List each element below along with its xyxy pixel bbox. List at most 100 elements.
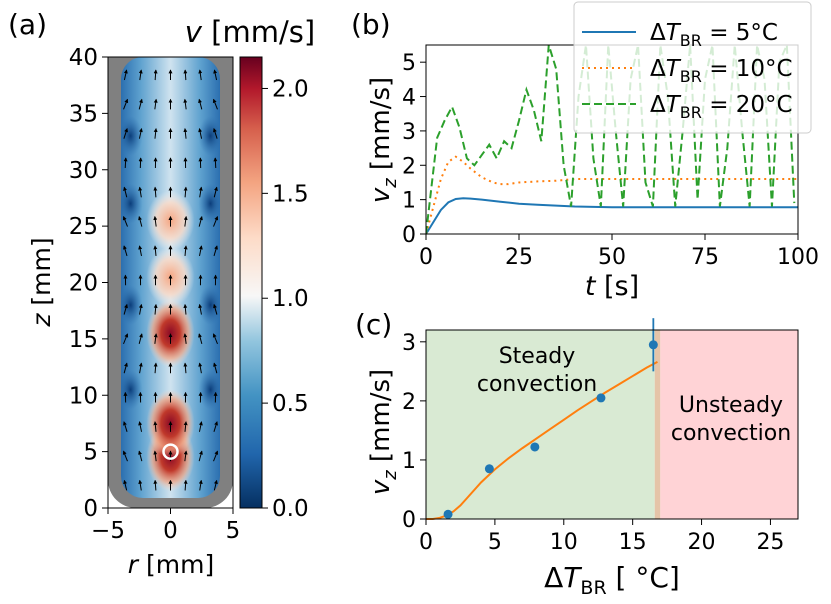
heatmap-y-label: z [mm] — [27, 237, 56, 327]
velocity-arrow — [138, 128, 143, 139]
velocity-arrow — [183, 186, 188, 198]
velocity-arrow — [198, 215, 203, 227]
velocity-arrow — [123, 157, 128, 169]
y-tick-label: 1 — [402, 189, 416, 214]
panel-b-label: (b) — [351, 8, 391, 41]
series-line-2 — [426, 155, 798, 234]
region-steady — [426, 330, 655, 519]
velocity-arrow — [213, 450, 219, 462]
velocity-arrow — [183, 479, 188, 491]
colorbar-tick-label: 2.0 — [272, 76, 309, 102]
regime-boundary — [654, 330, 661, 519]
velocity-arrow — [138, 362, 143, 374]
heatmap — [108, 57, 233, 508]
data-point — [530, 442, 540, 452]
velocity-arrow — [198, 450, 203, 462]
velocity-arrow — [123, 362, 128, 374]
y-tick-label: 1 — [402, 449, 416, 474]
velocity-arrow — [138, 333, 143, 345]
velocity-arrow — [123, 421, 128, 432]
vortex-core — [198, 285, 220, 326]
vortex-core — [198, 183, 220, 224]
colorbar-tick-label: 1.0 — [272, 286, 309, 312]
y-tick-label: 5 — [402, 51, 416, 76]
velocity-arrow — [213, 245, 218, 257]
x-tick-label: 20 — [688, 530, 716, 555]
velocity-arrow — [153, 215, 158, 227]
velocity-arrow — [183, 333, 188, 344]
y-tick-label: 0 — [83, 496, 98, 522]
velocity-arrow — [138, 98, 143, 110]
velocity-arrow — [138, 479, 143, 491]
velocity-arrow — [123, 245, 128, 257]
velocity-arrow — [153, 245, 158, 256]
timeseries-y-axis: 0 1 2 3 4 5 — [402, 51, 426, 248]
velocity-arrow — [138, 450, 143, 462]
legend-entry: ΔTBR = 10°C — [650, 56, 793, 86]
vortex-core — [121, 285, 143, 326]
velocity-arrow — [123, 333, 129, 345]
velocity-arrow — [198, 98, 203, 110]
series-line-1 — [426, 197, 798, 234]
x-tick-label: 5 — [226, 518, 241, 544]
regime-labels: Steady convection Unsteady convection — [477, 344, 791, 446]
velocity-arrow — [153, 479, 158, 491]
velocity-arrow — [213, 303, 218, 315]
velocity-arrow — [213, 421, 218, 432]
region-label: convection — [671, 421, 791, 446]
velocity-arrow — [198, 128, 203, 139]
data-point — [484, 464, 494, 474]
x-tick-label: 0 — [163, 518, 178, 544]
velocity-arrow — [183, 421, 188, 432]
panel-b: (b) 0 1 2 3 4 5 0 25 50 75 100 vz [mm/s] t [s] ΔT… — [351, 1, 819, 302]
velocity-arrow — [183, 69, 188, 81]
x-tick-label: −5 — [91, 518, 125, 544]
velocity-arrow — [153, 333, 158, 344]
y-tick-label: 40 — [69, 45, 98, 71]
colorbar — [239, 56, 263, 509]
scatter-y-label: vz [mm/s] — [366, 369, 401, 495]
velocity-arrow — [198, 421, 203, 432]
velocity-arrow — [138, 421, 143, 432]
velocity-arrow — [213, 186, 218, 198]
velocity-arrow — [198, 303, 203, 315]
y-tick-label: 3 — [402, 331, 416, 356]
y-tick-label: 15 — [69, 327, 98, 353]
x-tick-label: 25 — [505, 245, 533, 270]
velocity-arrow — [122, 215, 128, 227]
velocity-arrow — [213, 69, 218, 81]
velocity-arrow — [213, 479, 218, 491]
velocity-arrow — [183, 98, 188, 110]
probe-marker — [162, 443, 179, 460]
velocity-arrow — [198, 333, 203, 345]
panel-c-label: (c) — [355, 308, 392, 341]
scatter-x-axis: 0 5 10 15 20 25 — [419, 519, 784, 555]
x-tick-label: 0 — [419, 245, 433, 270]
y-tick-label: 30 — [69, 158, 98, 184]
velocity-arrow — [183, 245, 188, 256]
velocity-arrow — [138, 303, 143, 315]
data-point — [648, 340, 658, 350]
y-tick-label: 4 — [402, 86, 416, 111]
region-unsteady — [660, 330, 798, 519]
velocity-arrow — [198, 245, 203, 257]
legend-box — [573, 1, 812, 134]
velocity-arrow — [153, 128, 158, 139]
velocity-arrow — [213, 215, 219, 227]
velocity-arrow — [212, 333, 218, 345]
vortex-core — [198, 369, 220, 410]
colorbar-tick-label: 1.5 — [272, 181, 309, 207]
y-tick-label: 3 — [402, 120, 416, 145]
region-label: Steady — [499, 344, 576, 369]
velocity-arrow — [153, 69, 158, 81]
colorbar-tick-label: 0.5 — [272, 391, 309, 417]
legend: ΔTBR = 5°C ΔTBR = 10°C ΔTBR = 20°C — [573, 1, 812, 134]
x-tick-label: 10 — [550, 530, 578, 555]
velocity-arrow — [122, 450, 128, 462]
timeseries-y-label: vz [mm/s] — [366, 77, 401, 203]
y-tick-label: 10 — [69, 383, 98, 409]
x-tick-label: 75 — [691, 245, 719, 270]
region-label: convection — [477, 372, 597, 397]
timeseries-x-label: t [s] — [585, 271, 639, 302]
